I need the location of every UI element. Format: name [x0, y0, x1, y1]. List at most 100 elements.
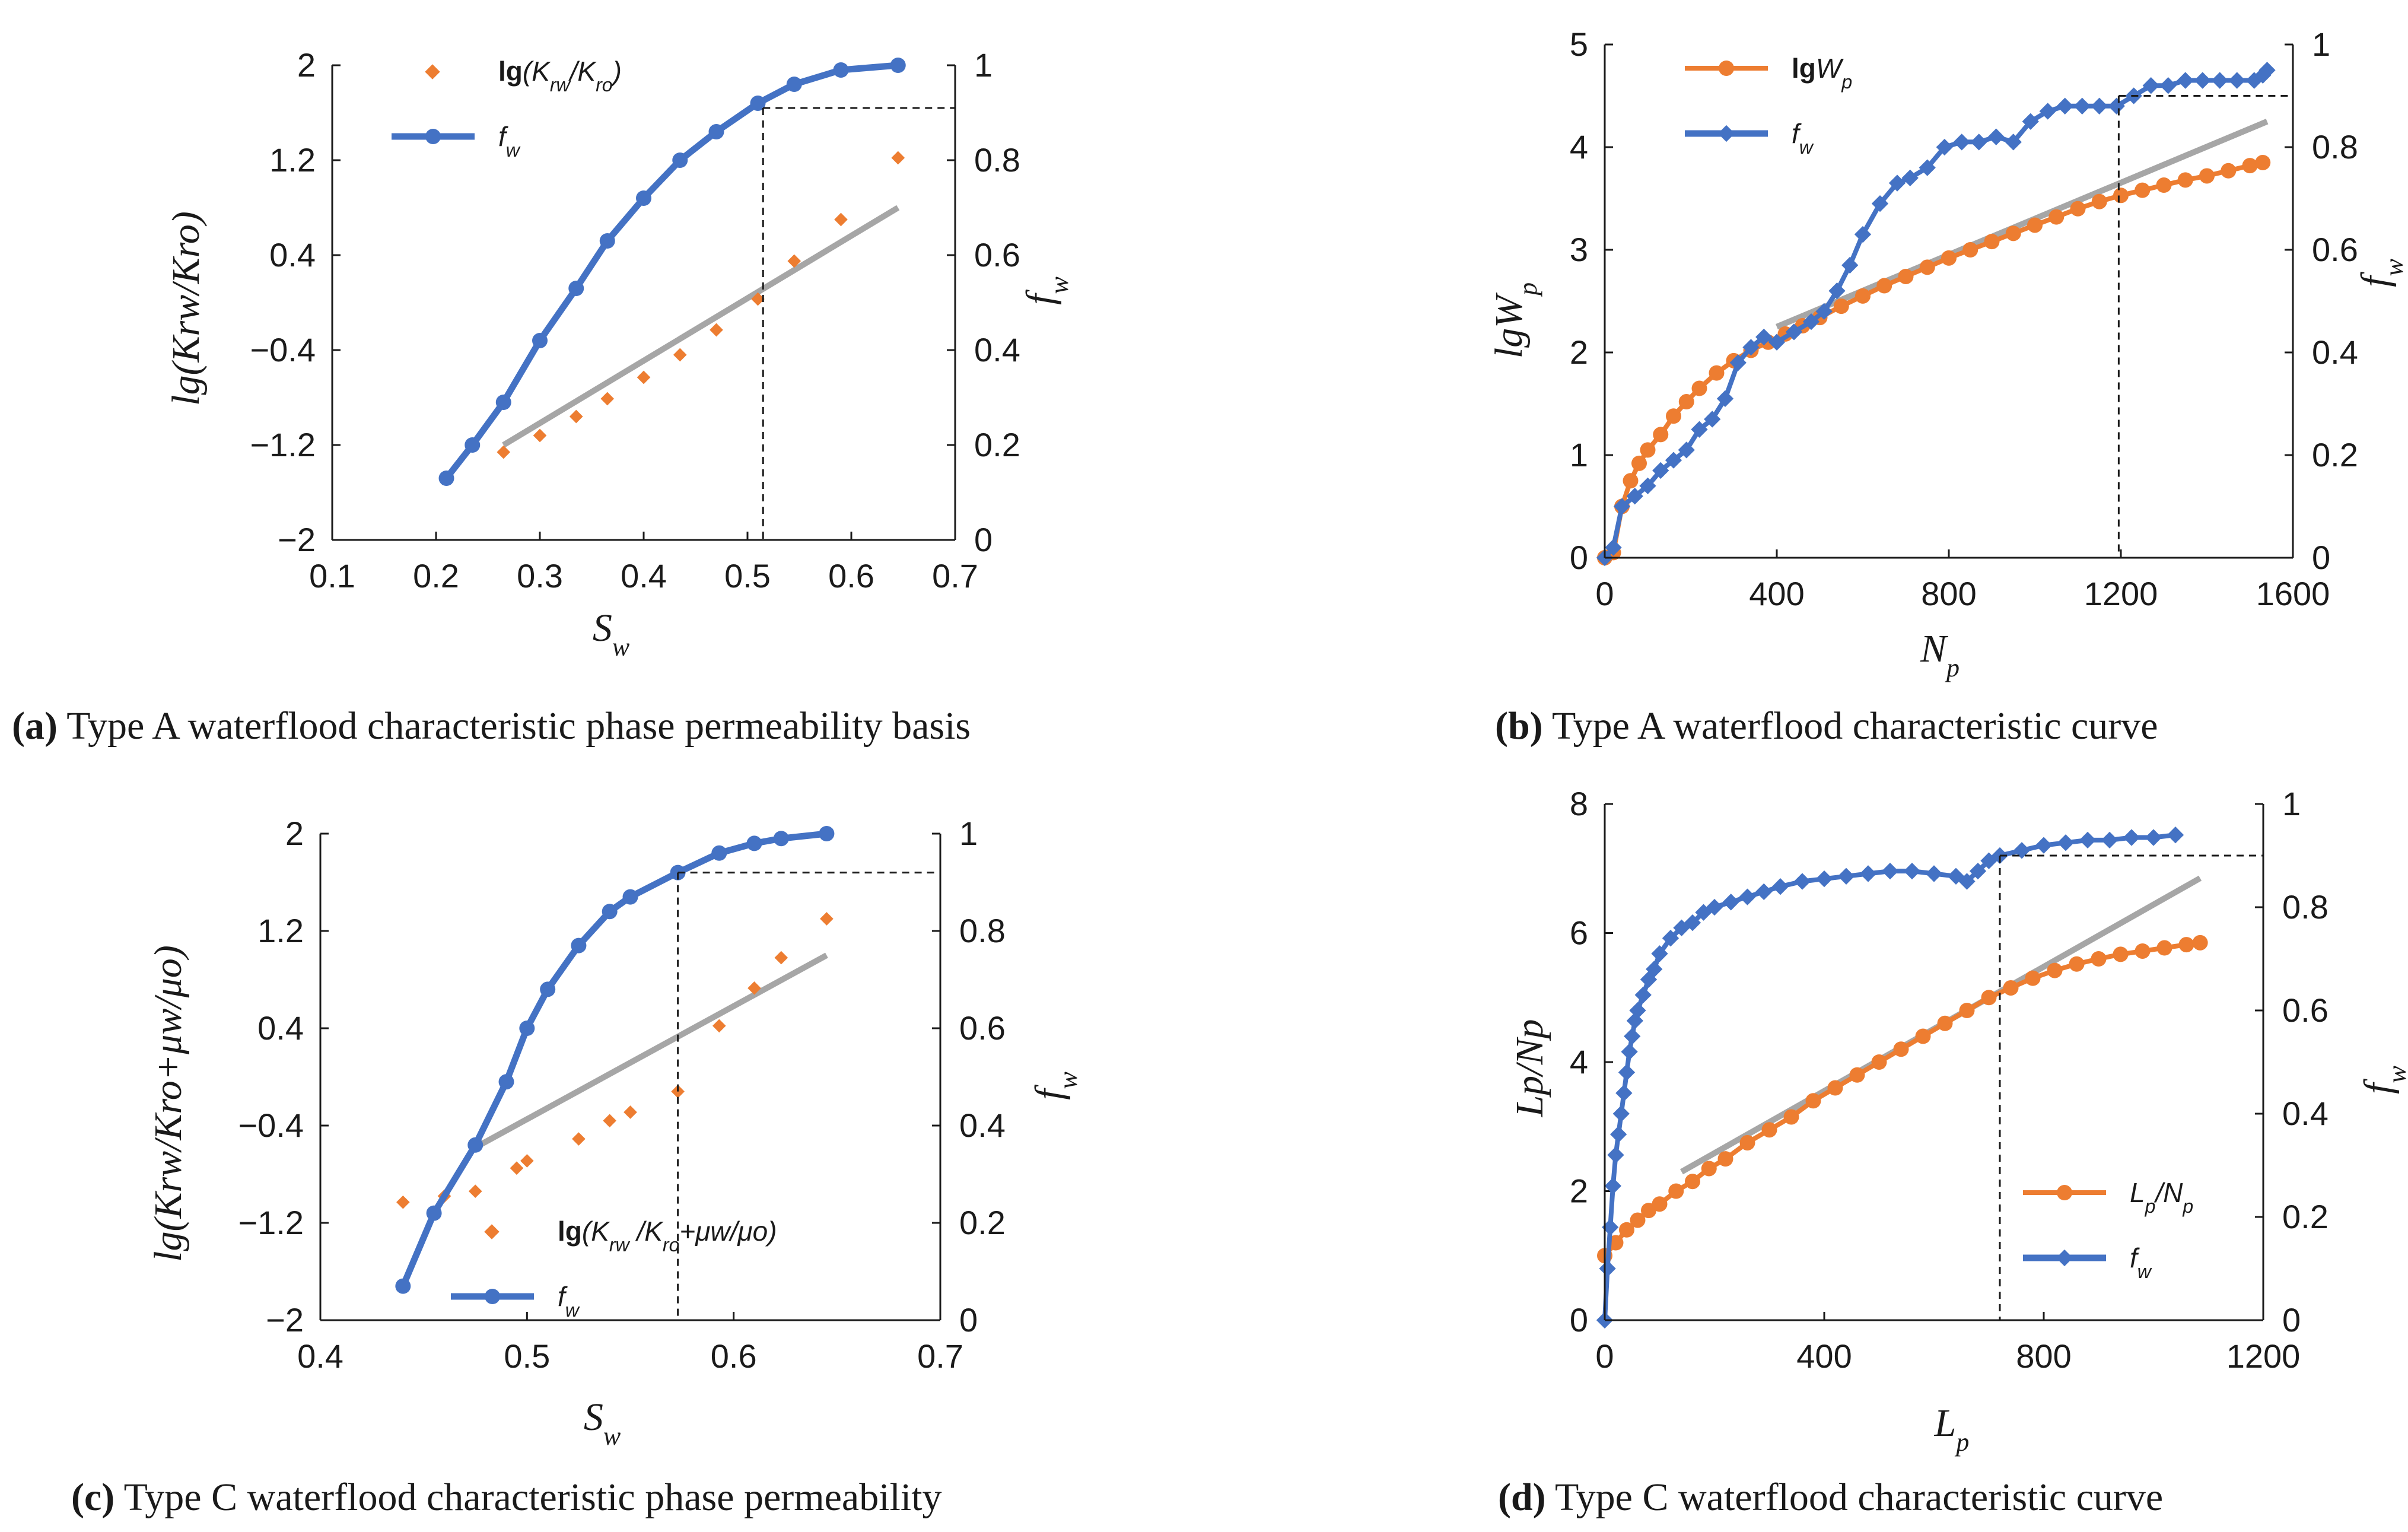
data-point [2039, 103, 2056, 120]
data-point [2056, 97, 2073, 115]
data-point [1984, 234, 2000, 250]
data-point [2156, 940, 2172, 956]
data-point [2091, 193, 2107, 209]
data-point [396, 1195, 410, 1209]
x-tick-label: 0 [1595, 575, 1614, 612]
data-point [1678, 441, 1695, 459]
data-point [2159, 77, 2177, 94]
panel-b-ylabel-left: lgWp [1487, 282, 1542, 358]
left-tick-label: 0.4 [269, 236, 316, 274]
panel-a-axes [331, 65, 956, 541]
data-point [751, 292, 765, 306]
x-tick-label: 0.7 [932, 557, 978, 595]
data-point [1739, 1134, 1755, 1150]
data-point [1729, 354, 1747, 371]
right-tick-label: 0.4 [974, 331, 1020, 368]
legend-label: lg(Krw/Kro) [498, 56, 622, 96]
data-point [2101, 831, 2118, 849]
data-point [2177, 72, 2194, 89]
data-point [1871, 195, 1889, 212]
left-tick-label: 8 [1570, 785, 1588, 822]
panel-a-x-ticks: 0.1 0.2 0.3 0.4 0.5 0.6 0.7 [309, 532, 978, 595]
data-point [2047, 962, 2063, 978]
data-point [1629, 1002, 1646, 1019]
data-point [2113, 187, 2129, 204]
data-point [2027, 217, 2043, 233]
left-tick-label: −2 [266, 1301, 304, 1339]
data-point [1704, 411, 1721, 428]
panel-d-right-ticks: 0 0.2 0.4 0.6 0.8 1 [2255, 785, 2329, 1339]
data-point [820, 912, 834, 926]
data-point [746, 835, 762, 851]
x-tick-label: 0.5 [504, 1337, 550, 1375]
legend-marker [425, 64, 440, 80]
right-tick-label: 1 [2312, 26, 2330, 63]
data-point [2073, 97, 2091, 115]
data-point [2192, 935, 2208, 951]
data-point [1634, 986, 1652, 1004]
data-point [1685, 1174, 1700, 1190]
data-point [1631, 455, 1647, 471]
data-point [1722, 894, 1739, 911]
data-point [1881, 862, 1899, 880]
panel-d-ylabel-right: fw [2356, 1066, 2408, 1094]
legend-marker [2057, 1185, 2072, 1200]
data-point [1602, 1219, 1619, 1236]
panel-c-series-lg-krw-kro-mu [396, 912, 834, 1209]
data-point [2035, 837, 2053, 854]
panel-c-right-ticks: 0 0.2 0.4 0.6 0.8 1 [932, 815, 1006, 1339]
right-tick-label: 0.4 [2282, 1095, 2329, 1132]
x-tick-label: 400 [1749, 575, 1804, 612]
data-point [1651, 945, 1668, 962]
data-point [2255, 154, 2271, 170]
data-point [2005, 134, 2022, 151]
data-point [2135, 182, 2151, 198]
left-tick-label: 2 [297, 46, 316, 84]
panel-c-series-fw [395, 826, 835, 1294]
right-tick-label: 0.6 [2312, 231, 2358, 268]
x-tick-label: 800 [2016, 1337, 2071, 1375]
data-point [2211, 72, 2228, 89]
data-point [1761, 1122, 1777, 1138]
data-point [1828, 282, 1846, 300]
data-point [1871, 1054, 1887, 1070]
data-point [1652, 1196, 1668, 1212]
data-point [2079, 831, 2097, 849]
data-point [468, 1184, 482, 1199]
x-tick-label: 0 [1595, 1337, 1614, 1375]
data-point [1970, 134, 1987, 151]
data-point [1613, 498, 1631, 515]
left-tick-label: −2 [278, 521, 316, 558]
data-point [1941, 250, 1957, 266]
legend-marker [484, 1224, 500, 1239]
left-tick-label: −0.4 [250, 331, 316, 368]
data-point [2091, 97, 2108, 115]
data-point [1605, 539, 1622, 556]
right-tick-label: 0.6 [959, 1009, 1006, 1047]
data-point [1793, 873, 1811, 890]
series-line [1602, 940, 2201, 1257]
panel-a-series-fw [438, 58, 906, 486]
data-point [2069, 956, 2085, 972]
data-point [1802, 313, 1820, 330]
panel-c-fit-line [473, 952, 828, 1150]
legend-label: lg(Krw /Kro+μw/μo) [558, 1216, 777, 1256]
panel-c-ylabel-left: lg(Krw/Kro+μw/μo) [147, 945, 190, 1262]
data-point [1815, 303, 1833, 320]
data-point [1678, 394, 1694, 410]
data-point [1849, 1067, 1865, 1083]
panel-d: 0 2 4 6 8 0 0.2 0.4 0.6 0.8 1 0 400 800 1200 Lp/Np fw… [1498, 785, 2408, 1519]
data-point [1623, 473, 1639, 489]
x-tick-label: 1600 [2256, 575, 2330, 612]
left-tick-label: 5 [1570, 26, 1588, 63]
panel-c-ylabel-right: fw [1028, 1072, 1083, 1100]
data-point [599, 233, 615, 249]
data-point [1953, 134, 1970, 151]
panel-c-dashed-marker [677, 872, 940, 1320]
fit-line [502, 205, 900, 448]
panel-d-xlabel: Lp [1934, 1401, 1970, 1457]
data-point [891, 151, 905, 165]
legend-marker [1719, 61, 1734, 76]
data-point [519, 1021, 535, 1036]
right-tick-label: 0.8 [2312, 128, 2358, 166]
